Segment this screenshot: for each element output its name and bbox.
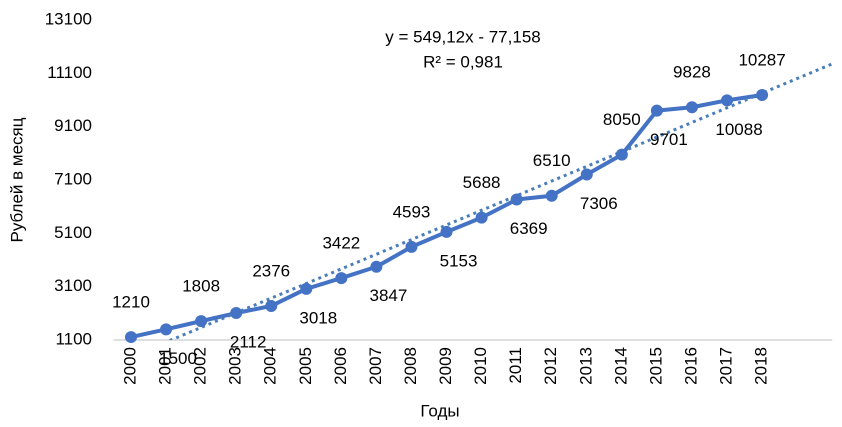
data-label: 2376 [252, 261, 290, 280]
data-label: 10287 [738, 50, 785, 69]
data-label: 7306 [580, 194, 618, 213]
data-label: 2112 [230, 332, 267, 351]
data-label: 3422 [322, 234, 360, 253]
x-tick-label: 2010 [471, 347, 490, 385]
data-point [650, 104, 663, 117]
x-tick-label: 2012 [541, 347, 560, 385]
data-label: 1500 [159, 349, 197, 368]
x-tick-label: 2008 [401, 347, 420, 385]
data-point [615, 148, 628, 161]
data-point [300, 282, 313, 295]
x-tick-label: 2016 [681, 347, 700, 385]
y-tick-label: 5100 [54, 223, 92, 242]
x-tick-label: 2013 [576, 347, 595, 385]
y-tick-label: 9100 [54, 116, 92, 135]
data-point [756, 89, 769, 102]
data-label: 8050 [603, 110, 641, 129]
trend-r2: R² = 0,981 [423, 52, 503, 71]
x-tick-label: 2014 [611, 347, 630, 385]
y-tick-label: 13100 [45, 9, 92, 28]
y-tick-label: 1100 [55, 329, 92, 348]
data-label: 5153 [440, 251, 478, 270]
data-point [580, 168, 593, 181]
y-tick-label: 7100 [54, 169, 92, 188]
y-tick-label: 11100 [47, 63, 92, 82]
x-tick-label: 2015 [646, 347, 665, 385]
data-label: 10088 [715, 120, 762, 139]
x-tick-label: 2009 [436, 347, 455, 385]
trendline [167, 62, 833, 340]
data-label: 1210 [112, 293, 150, 312]
x-tick-label: 2006 [331, 347, 350, 385]
data-point [510, 193, 523, 206]
x-tick-label: 2005 [296, 347, 315, 385]
data-point [335, 272, 348, 285]
data-label: 6510 [533, 151, 571, 170]
x-tick-label: 2017 [717, 347, 736, 385]
data-point [545, 189, 558, 202]
x-tick-label: 2002 [191, 347, 210, 385]
data-label: 5688 [463, 173, 501, 192]
data-label: 9828 [673, 63, 711, 82]
trend-equation: y = 549,12x - 77,158 [385, 27, 540, 46]
y-axis-label: Рублей в месяц [7, 117, 26, 242]
data-label: 3847 [370, 286, 408, 305]
data-point [230, 307, 243, 320]
data-label: 3018 [299, 308, 337, 327]
data-point [475, 211, 488, 224]
data-point [125, 331, 137, 344]
data-label: 6369 [510, 219, 548, 238]
data-point [370, 260, 383, 273]
data-point [265, 299, 278, 312]
data-point [721, 94, 734, 107]
x-tick-label: 2011 [506, 347, 525, 384]
x-tick-label: 2003 [226, 347, 245, 385]
x-tick-label: 2018 [752, 347, 771, 385]
x-axis-label: Годы [420, 401, 459, 420]
data-label: 9701 [650, 130, 688, 149]
data-point [405, 240, 418, 253]
data-point [440, 225, 453, 238]
y-tick-label: 3100 [54, 276, 92, 295]
data-point [195, 315, 208, 328]
x-tick-label: 2007 [366, 347, 385, 385]
x-tick-label: 2000 [120, 347, 139, 385]
data-point [160, 323, 173, 336]
x-tick-label: 2004 [261, 347, 280, 385]
data-label: 1808 [182, 277, 220, 296]
x-tick-label: 2001 [156, 347, 175, 385]
data-label: 4593 [393, 202, 431, 221]
data-point [685, 101, 698, 114]
